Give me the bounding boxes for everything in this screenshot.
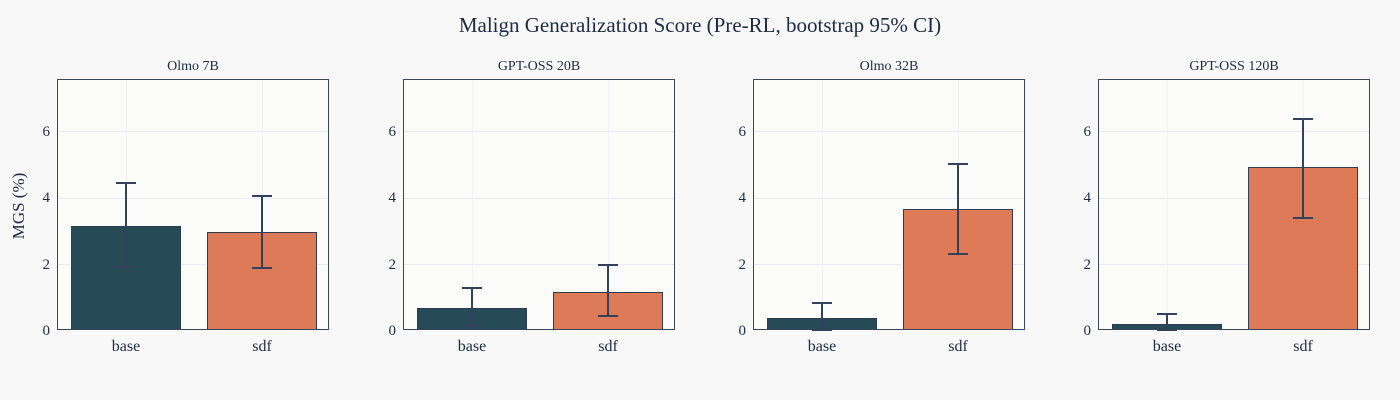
error-bar-cap-top xyxy=(1293,117,1313,120)
vertical-gridline xyxy=(607,80,609,329)
y-tick-label: 4 xyxy=(42,190,51,207)
error-bar xyxy=(957,164,959,254)
error-bar-cap-top xyxy=(1157,313,1177,316)
horizontal-gridline xyxy=(404,197,674,199)
y-tick-label: 2 xyxy=(1083,256,1092,273)
subplot-title: Olmo 32B xyxy=(859,59,919,74)
vertical-gridline xyxy=(1166,80,1168,329)
y-tick-label: 6 xyxy=(388,123,397,140)
y-tick-label: 0 xyxy=(388,323,397,339)
chart-title: Malign Generalization Score (Pre-RL, boo… xyxy=(458,13,942,37)
y-tick-label: 6 xyxy=(738,123,747,140)
x-tick-label: base xyxy=(111,338,141,355)
vertical-gridline xyxy=(471,80,473,329)
error-bar-cap-top xyxy=(116,182,136,185)
x-tick-label: sdf xyxy=(598,338,618,355)
horizontal-gridline xyxy=(754,131,1024,133)
y-tick-label: 2 xyxy=(388,256,397,273)
horizontal-gridline xyxy=(404,264,674,265)
error-bar-cap-top xyxy=(812,302,832,305)
horizontal-gridline xyxy=(754,197,1024,199)
error-bar xyxy=(125,183,127,267)
error-bar xyxy=(821,303,823,330)
error-bar xyxy=(261,196,263,268)
subplot-title: Olmo 7B xyxy=(167,59,219,74)
error-bar-cap-bottom xyxy=(812,329,832,331)
x-tick-label: base xyxy=(807,338,837,355)
horizontal-gridline xyxy=(58,197,328,199)
error-bar-cap-bottom xyxy=(1157,329,1177,332)
error-bar-cap-top xyxy=(252,195,272,198)
y-tick-label: 6 xyxy=(1083,123,1092,140)
y-tick-label: 4 xyxy=(388,190,397,207)
error-bar-cap-bottom xyxy=(462,325,482,327)
y-tick-label: 0 xyxy=(738,323,747,339)
subplot-olmo-7b: Olmo 7B 0 2 4 6 base sdf xyxy=(43,59,329,355)
subplot-gpt-oss-120b: GPT-OSS 120B 0 2 4 6 base sdf xyxy=(1084,59,1370,355)
error-bar-cap-top xyxy=(948,163,968,166)
x-tick-label: sdf xyxy=(252,338,272,355)
error-bar-cap-top xyxy=(462,287,482,290)
horizontal-gridline xyxy=(58,264,328,265)
error-bar xyxy=(607,265,609,317)
horizontal-gridline xyxy=(1099,197,1369,199)
y-tick-label: 2 xyxy=(738,256,747,273)
horizontal-gridline xyxy=(1099,264,1369,265)
error-bar-cap-bottom xyxy=(1293,217,1313,220)
x-tick-label: base xyxy=(457,338,487,355)
x-tick-label: base xyxy=(1152,338,1182,355)
error-bar xyxy=(1302,118,1304,219)
horizontal-gridline xyxy=(754,264,1024,265)
subplot-gpt-oss-20b: GPT-OSS 20B 0 2 4 6 base sdf xyxy=(389,59,675,355)
x-tick-label: sdf xyxy=(948,338,968,355)
horizontal-gridline xyxy=(404,131,674,133)
y-tick-label: 2 xyxy=(42,256,51,273)
error-bar-cap-bottom xyxy=(598,315,618,318)
error-bar xyxy=(1166,314,1168,331)
horizontal-gridline xyxy=(1099,131,1369,133)
error-bar-cap-bottom xyxy=(948,252,968,255)
y-tick-label: 0 xyxy=(42,323,51,339)
error-bar-cap-bottom xyxy=(116,265,136,268)
vertical-gridline xyxy=(821,80,823,329)
y-tick-label: 4 xyxy=(1083,190,1092,207)
y-tick-label: 0 xyxy=(1083,323,1092,339)
y-tick-label: 4 xyxy=(738,190,747,207)
error-bar-cap-bottom xyxy=(252,266,272,269)
subplot-olmo-32b: Olmo 32B 0 2 4 6 base sdf xyxy=(739,59,1025,355)
error-bar-cap-top xyxy=(598,264,618,267)
horizontal-gridline xyxy=(58,131,328,133)
x-tick-label: sdf xyxy=(1293,338,1313,355)
subplot-title: GPT-OSS 120B xyxy=(1189,59,1279,74)
error-bar xyxy=(471,288,473,326)
y-tick-label: 6 xyxy=(42,123,51,140)
subplot-title: GPT-OSS 20B xyxy=(497,59,581,74)
